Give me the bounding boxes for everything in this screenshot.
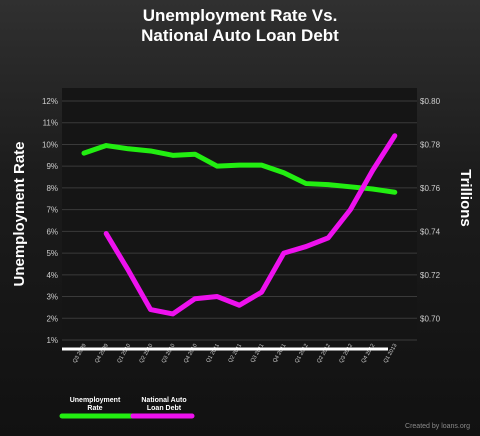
y2-tick-label: $0.70 — [420, 314, 441, 323]
y-tick-label: 1% — [46, 336, 58, 345]
y2-tick-label: $0.78 — [420, 140, 441, 149]
y2-tick-label: $0.80 — [420, 97, 441, 106]
y-tick-label: 2% — [46, 314, 58, 323]
x-tick-label: Q1 2011 — [205, 343, 221, 364]
left-axis-tick-labels: 1% 2% 3% 4% 5% 6% 7% 8% 9% 10% 11% 12% — [42, 97, 58, 345]
right-axis-tick-labels: $0.70 $0.72 $0.74 $0.76 $0.78 $0.80 — [420, 97, 441, 323]
y-tick-label: 11% — [43, 119, 58, 128]
x-tick-label: Q2 2011 — [228, 343, 244, 364]
y-tick-label: 4% — [46, 271, 58, 280]
x-tick-label: Q4 2009 — [94, 343, 110, 364]
chart-title: Unemployment Rate Vs. National Auto Loan… — [0, 6, 480, 46]
x-tick-label: Q3 2010 — [161, 343, 177, 364]
y-tick-label: 7% — [46, 206, 58, 215]
y2-axis-title: Trillions — [457, 169, 474, 227]
y-tick-label: 6% — [46, 227, 58, 236]
x-tick-label: Q1 2012 — [294, 343, 310, 364]
x-tick-label: Q4 2012 — [361, 343, 377, 364]
y-tick-label: 8% — [46, 184, 58, 193]
y2-tick-label: $0.72 — [420, 271, 441, 280]
y-tick-label: 9% — [46, 162, 58, 171]
x-tick-label: Q1 2013 — [383, 343, 399, 364]
legend-label-auto-loan-line-1: National Auto — [141, 397, 186, 404]
x-tick-label: Q4 2011 — [272, 343, 288, 364]
y-tick-label: 12% — [42, 97, 58, 106]
chart-title-line-2: National Auto Loan Debt — [141, 26, 339, 45]
legend: Unemployment Rate National Auto Loan Deb… — [59, 397, 195, 419]
x-tick-label: Q3 2012 — [338, 343, 354, 364]
y-axis-title: Unemployment Rate — [11, 141, 28, 286]
legend-label-unemployment-line-1: Unemployment — [70, 397, 121, 404]
series-line-unemployment-rate — [81, 143, 398, 195]
legend-label-auto-loan-line-2: Loan Debt — [147, 405, 182, 412]
x-tick-label: Q3 2009 — [72, 343, 88, 364]
y-tick-label: 3% — [46, 293, 58, 302]
x-tick-label: Q3 2011 — [250, 343, 266, 364]
y-tick-label: 10% — [42, 140, 58, 149]
series-lines — [81, 133, 398, 317]
x-tick-label: Q1 2010 — [116, 343, 132, 364]
x-tick-label: Q2 2012 — [316, 343, 332, 364]
y2-tick-label: $0.74 — [420, 227, 441, 236]
credit-text: Created by loans.org — [405, 423, 470, 430]
x-axis-tick-labels: Q3 2009 Q4 2009 Q1 2010 Q2 2010 Q3 2010 Q4 20… — [72, 343, 399, 364]
y-tick-label: 5% — [46, 249, 58, 258]
plot-area — [62, 88, 417, 340]
series-line-auto-loan-debt — [103, 133, 398, 317]
legend-label-unemployment-line-2: Rate — [87, 405, 102, 412]
y2-tick-label: $0.76 — [420, 184, 441, 193]
x-tick-label: Q4 2010 — [183, 343, 199, 364]
x-tick-label: Q2 2010 — [139, 343, 155, 364]
chart-title-line-1: Unemployment Rate Vs. — [142, 6, 338, 25]
